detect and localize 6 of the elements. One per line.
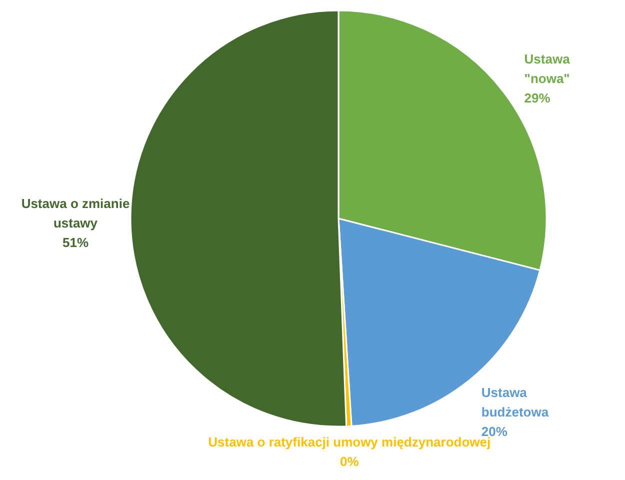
data-label: 29%: [524, 90, 551, 106]
slice-label: Ustawa o zmianie ustawy: [21, 196, 130, 230]
data-label: 0%: [340, 454, 360, 470]
slice-label: Ustawa budżetowa: [481, 385, 550, 420]
slice-label: Ustawa "nowa": [524, 51, 571, 86]
data-label: 51%: [62, 234, 89, 250]
